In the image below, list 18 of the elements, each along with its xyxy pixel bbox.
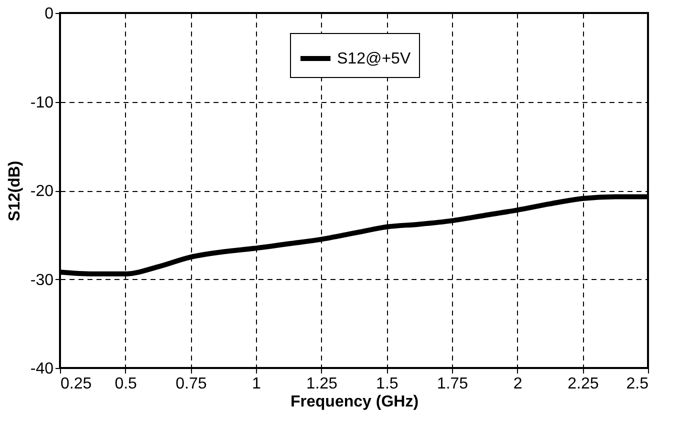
x-tick-label: 2 [513,376,522,392]
y-axis-title: S12(dB) [6,160,24,222]
y-tick-label: -30 [30,272,54,289]
x-tick-label: 2.25 [568,376,599,392]
x-tick-label: 2.5 [626,376,649,392]
x-tick-label: 1.75 [436,376,468,392]
y-tick-label: 0 [44,6,54,22]
legend-label: S12@+5V [337,50,411,68]
y-tick-label: -20 [30,183,54,200]
x-tick-label: 0.25 [60,376,92,392]
x-axis-title: Frequency (GHz) [290,394,419,410]
x-tick-label: 1.5 [376,376,398,392]
y-tick-label: -10 [30,94,54,112]
x-tick-label: 0.5 [114,376,138,392]
x-tick-label: 1.25 [306,376,338,392]
x-tick-label: 1 [252,376,262,392]
y-tick-label: -40 [30,360,54,378]
x-tick-label: 0.75 [176,376,207,392]
